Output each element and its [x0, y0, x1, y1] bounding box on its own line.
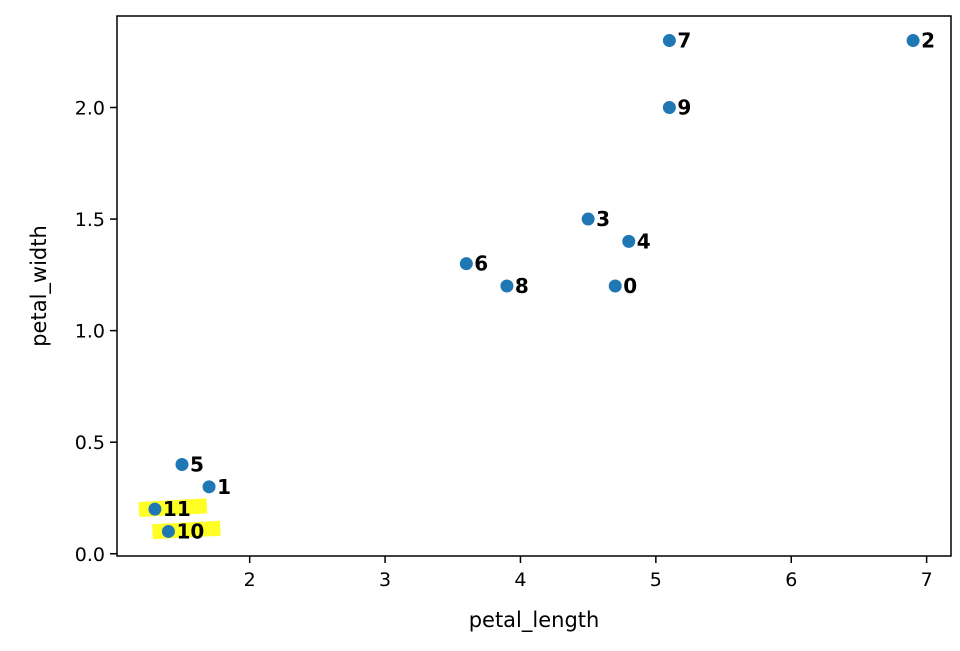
data-point [459, 257, 473, 271]
y-axis-ticks: 0.0 0.5 1.0 1.5 2.0 [75, 97, 117, 566]
data-point [148, 502, 162, 516]
y-tick-label: 1.5 [75, 209, 105, 231]
data-point [662, 34, 676, 48]
point-label: 6 [474, 252, 488, 276]
data-point [500, 279, 514, 293]
y-tick-label: 1.0 [75, 321, 105, 343]
point-label: 10 [176, 519, 204, 543]
x-tick-label: 3 [379, 569, 391, 591]
point-label: 1 [217, 475, 231, 499]
data-point [175, 458, 189, 472]
data-point [161, 524, 175, 538]
point-label: 4 [637, 229, 651, 253]
point-label: 11 [163, 497, 191, 521]
point-label: 9 [677, 95, 691, 119]
data-points [148, 34, 920, 538]
data-point [202, 480, 216, 494]
x-tick-label: 7 [921, 569, 933, 591]
point-label: 0 [623, 274, 637, 298]
point-label: 8 [515, 274, 529, 298]
data-point [581, 212, 595, 226]
point-label: 7 [677, 29, 691, 53]
y-tick-label: 0.5 [75, 432, 105, 454]
point-label: 3 [596, 207, 610, 231]
y-tick-label: 2.0 [75, 97, 105, 119]
x-tick-label: 2 [244, 569, 256, 591]
x-tick-label: 5 [650, 569, 662, 591]
x-tick-label: 6 [785, 569, 797, 591]
x-axis-ticks: 2 3 4 5 6 7 [244, 556, 933, 591]
x-tick-label: 4 [514, 569, 526, 591]
y-axis-label: petal_width [27, 225, 52, 347]
data-point [622, 234, 636, 248]
x-axis-label: petal_length [469, 608, 600, 633]
data-point [662, 100, 676, 114]
point-label: 5 [190, 453, 204, 477]
point-label: 2 [921, 29, 935, 53]
data-point [906, 34, 920, 48]
y-tick-label: 0.0 [75, 544, 105, 566]
data-point [608, 279, 622, 293]
plot-frame [116, 15, 952, 557]
